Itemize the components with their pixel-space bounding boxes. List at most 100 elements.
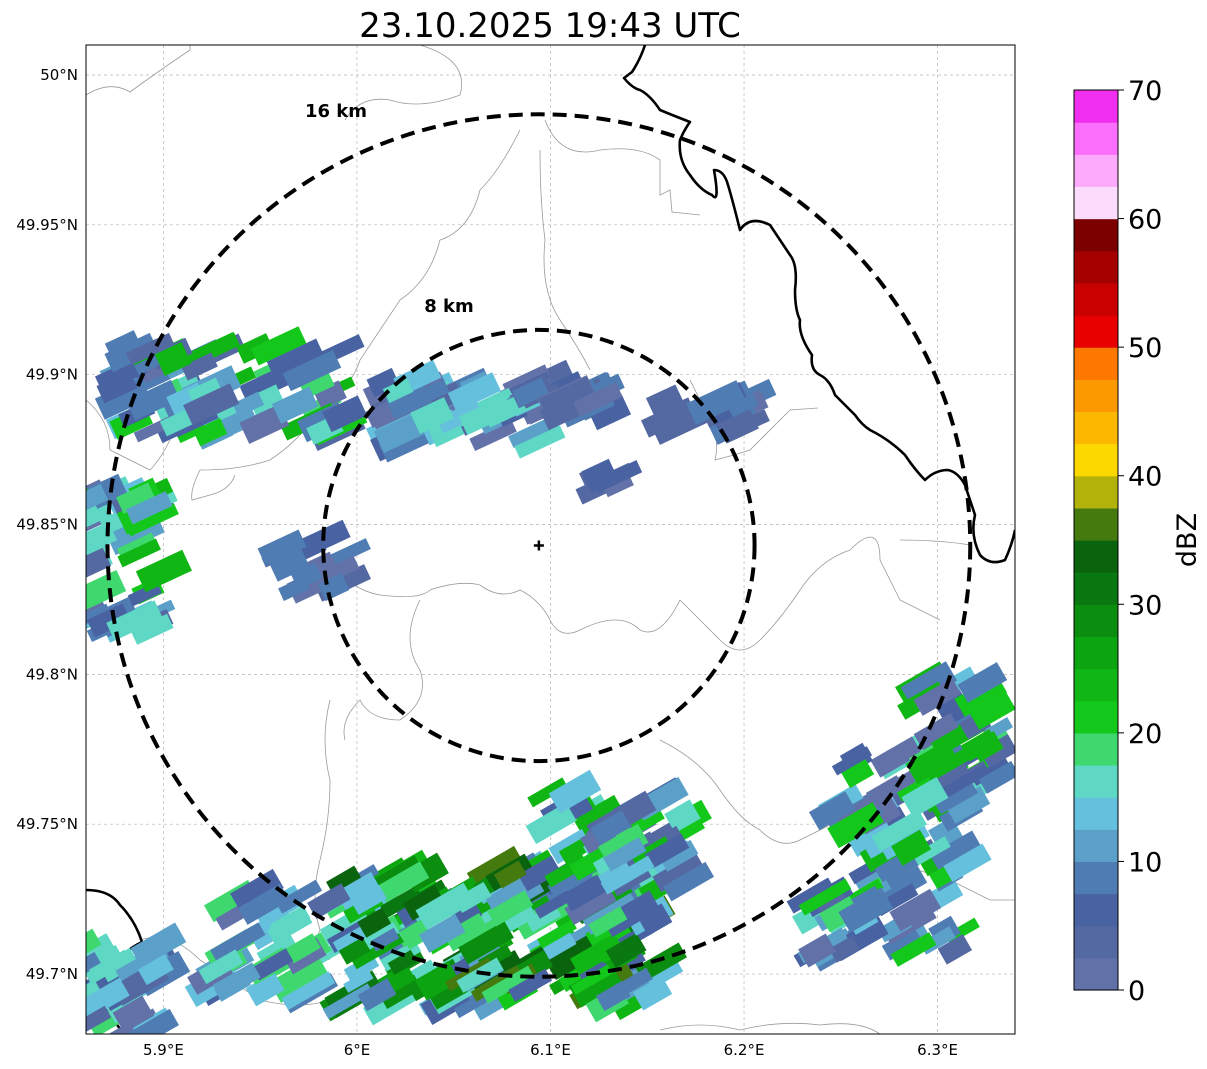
radar-echo-cell — [540, 928, 577, 960]
radar-echoes — [86, 326, 1015, 1034]
radar-echo-cell — [86, 483, 109, 516]
colorbar-frame — [1073, 89, 1119, 991]
gridlines — [86, 45, 1015, 1034]
radar-echo-cell — [418, 913, 466, 953]
radar-echo-cell — [232, 391, 265, 417]
radar-echo-cell — [313, 380, 347, 410]
colorbar-label: dBZ — [1172, 513, 1203, 567]
radar-echo-cell — [125, 491, 173, 525]
radar-echo-cell — [357, 978, 397, 1012]
colorbar-swatch — [1074, 411, 1118, 445]
colorbar-swatch — [1074, 797, 1118, 830]
colorbar-tick-label: 60 — [1128, 205, 1162, 236]
radar-echo-cell — [632, 975, 673, 1011]
radar-echo-cell — [380, 885, 423, 919]
radar-echo-cell — [395, 919, 430, 948]
radar-echo-cell — [798, 933, 837, 968]
radar-echo-cell — [385, 381, 432, 420]
radar-echo-cell — [86, 1005, 112, 1034]
lat-tick-label: 49.8°N — [26, 665, 78, 683]
radar-echo-cell — [376, 861, 430, 903]
radar-echo-cell — [570, 964, 613, 995]
radar-echo-cell — [268, 546, 310, 582]
radar-echo-cell — [890, 932, 937, 967]
lon-tick-labels: 5.9°E 6°E 6.1°E 6.2°E 6.3°E — [143, 1041, 958, 1059]
radar-echo-cell — [86, 569, 127, 615]
radar-echo-cell — [544, 934, 601, 980]
range-rings — [105, 112, 973, 979]
radar-echo-cell — [881, 927, 923, 961]
radar-echo-cell — [212, 962, 261, 1000]
radar-echo-cell — [350, 885, 388, 915]
radar-echo-cell — [662, 861, 715, 902]
radar-echo-cell — [828, 935, 860, 963]
radar-echo-cell — [517, 855, 561, 892]
radar-echo-cell — [237, 883, 290, 925]
colorbar-swatch — [1074, 700, 1118, 734]
radar-echo-cell — [600, 855, 655, 895]
lat-tick-labels: 49.7°N 49.75°N 49.8°N 49.85°N 49.9°N 49.95°N 5… — [16, 66, 78, 983]
ring-label-16km: 16 km — [305, 101, 367, 122]
radar-echo-cell — [891, 829, 932, 866]
radar-echo-cell — [343, 969, 374, 993]
colorbar-swatch — [1074, 925, 1118, 959]
radar-echo-cell — [373, 412, 424, 453]
radar-echo-cell — [86, 979, 106, 1023]
radar-echo-cell — [727, 393, 759, 418]
radar-echo-cell — [970, 731, 1004, 763]
colorbar-swatch — [1074, 379, 1118, 413]
radar-echo-cell — [415, 882, 475, 931]
colorbar-tick-label: 40 — [1128, 462, 1162, 493]
radar-echo-cell — [527, 777, 568, 808]
lat-tick-label: 49.75°N — [16, 815, 78, 833]
colorbar-swatch — [1074, 250, 1118, 284]
radar-echo-cell — [387, 949, 418, 975]
radar-echo-cell — [106, 600, 163, 641]
radar-echo-cell — [564, 883, 617, 926]
radar-echo-cell — [593, 460, 643, 493]
radar-echo-cell — [322, 983, 374, 1020]
map-title: 23.10.2025 19:43 UTC — [359, 6, 741, 46]
colorbar-swatch — [1074, 475, 1118, 509]
colorbar-swatch — [1074, 218, 1118, 252]
radar-echo-cell — [913, 677, 962, 716]
radar-echo-cell — [321, 555, 360, 584]
radar-echo-cell — [469, 419, 517, 452]
colorbar-tick-label: 10 — [1128, 847, 1162, 878]
radar-echo-cell — [135, 549, 192, 593]
radar-echo-cell — [181, 352, 218, 381]
colorbar-tick-label: 0 — [1128, 976, 1145, 1007]
radar-echo-cell — [247, 384, 286, 418]
colorbar-swatch — [1074, 154, 1118, 188]
radar-echo-cell — [410, 397, 454, 435]
radar-echo-cell — [449, 913, 488, 944]
radar-echo-cell — [493, 860, 527, 889]
colorbar-tick-label: 20 — [1128, 719, 1162, 750]
radar-echo-cell — [831, 746, 873, 776]
colorbar-swatch — [1074, 732, 1118, 766]
colorbar-swatch — [1074, 122, 1118, 155]
lon-tick-label: 6.2°E — [724, 1041, 765, 1059]
radar-echo-cell — [819, 896, 861, 933]
colorbar-tick-label: 70 — [1128, 76, 1162, 107]
radar-echo-cell — [94, 355, 148, 394]
radar-echo-cell — [86, 977, 130, 1021]
colorbar-swatch — [1074, 540, 1118, 573]
colorbar-swatch — [1074, 636, 1118, 670]
radar-echo-cell — [117, 538, 161, 568]
radar-echo-cell — [458, 920, 514, 965]
lat-tick-label: 49.7°N — [26, 965, 78, 983]
radar-echo-cell — [338, 937, 371, 965]
radar-echo-cell — [130, 922, 187, 968]
colorbar-swatch — [1074, 186, 1118, 220]
radar-echo-cell — [525, 802, 577, 845]
radar-echo-cell — [901, 776, 949, 818]
colorbar-swatch — [1074, 572, 1118, 605]
radar-site-marker — [533, 540, 544, 551]
radar-echo-cell — [183, 383, 240, 426]
radar-echo-cell — [573, 382, 623, 417]
radar-echo-cell — [514, 425, 566, 459]
range-ring — [321, 327, 757, 764]
colorbar-swatches — [1074, 90, 1118, 991]
